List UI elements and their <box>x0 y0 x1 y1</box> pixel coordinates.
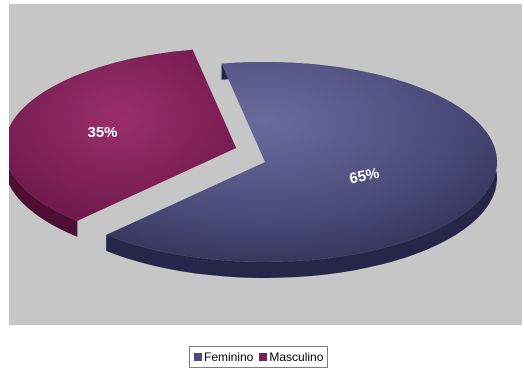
pie-slice-side-feminino <box>106 62 498 279</box>
legend-swatch-masculino <box>259 353 268 361</box>
pie-chart: 65% 35% <box>9 49 498 279</box>
pie-slice-feminino <box>106 62 498 263</box>
legend-label-masculino: Masculino <box>269 350 324 364</box>
legend-swatch-feminino <box>194 353 202 361</box>
legend-item-masculino: Masculino <box>259 350 323 364</box>
pie-slice-masculino <box>9 49 237 221</box>
legend: Feminino Masculino <box>189 346 329 368</box>
legend-label-feminino: Feminino <box>204 350 254 364</box>
plot-area: 65% 35% <box>9 4 522 325</box>
data-label-feminino: 65% <box>348 165 381 188</box>
legend-item-feminino: Feminino <box>194 350 253 364</box>
data-label-masculino: 35% <box>88 124 118 141</box>
